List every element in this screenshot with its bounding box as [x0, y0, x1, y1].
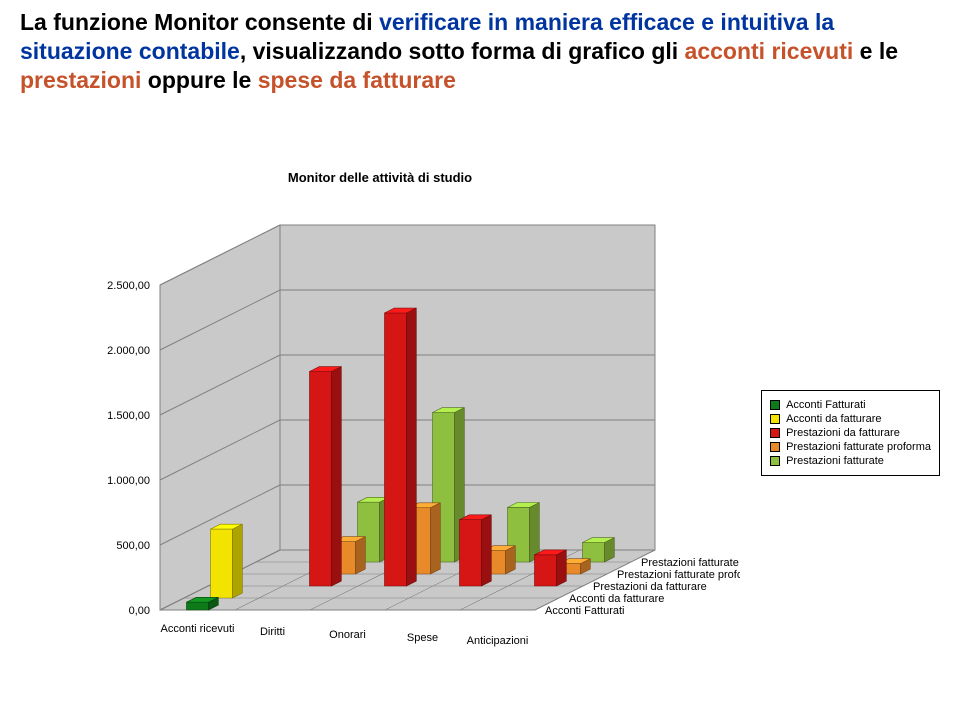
x-axis-label: Diritti — [260, 626, 285, 638]
legend-item: Acconti da fatturare — [770, 413, 931, 425]
heading-highlight-2: acconti ricevuti — [685, 38, 854, 64]
heading-text-4: oppure le — [141, 67, 257, 93]
legend-swatch — [770, 442, 780, 452]
y-axis-label: 1.500,00 — [107, 410, 150, 422]
legend-item: Prestazioni fatturate proforma — [770, 441, 931, 453]
z-axis-label: Prestazioni fatturate proforma — [617, 569, 740, 581]
legend-item: Acconti Fatturati — [770, 399, 931, 411]
legend-swatch — [770, 400, 780, 410]
legend-label: Acconti Fatturati — [786, 399, 865, 411]
y-axis-label: 0,00 — [129, 605, 150, 617]
chart-container: Monitor delle attività di studio 0,00500… — [0, 170, 960, 710]
x-axis-label: Acconti ricevuti — [161, 623, 235, 635]
heading-text-2: , visualizzando sotto forma di grafico g… — [240, 38, 685, 64]
legend-swatch — [770, 456, 780, 466]
heading-text-1: La funzione Monitor consente di — [20, 9, 379, 35]
heading-highlight-4: spese da fatturare — [258, 67, 456, 93]
bar-chart-3d: 0,00 500,00 1.000,00 1.500,00 2.000,00 2.500,… — [10, 180, 740, 700]
y-axis-label: 1.000,00 — [107, 475, 150, 487]
y-axis-label: 2.000,00 — [107, 345, 150, 357]
z-axis-label: Prestazioni da fatturare — [593, 581, 707, 593]
legend-label: Prestazioni fatturate proforma — [786, 441, 931, 453]
x-axis-label: Anticipazioni — [467, 635, 529, 647]
legend-item: Prestazioni da fatturare — [770, 427, 931, 439]
heading-text-3: e le — [853, 38, 898, 64]
legend-swatch — [770, 414, 780, 424]
x-axis-label: Spese — [407, 632, 438, 644]
y-axis-label: 500,00 — [116, 540, 150, 552]
legend-label: Acconti da fatturare — [786, 413, 881, 425]
z-axis-label: Acconti da fatturare — [569, 593, 664, 605]
y-axis-label: 2.500,00 — [107, 280, 150, 292]
z-axis-label: Prestazioni fatturate — [641, 557, 739, 569]
legend-label: Prestazioni da fatturare — [786, 427, 900, 439]
x-axis-label: Onorari — [329, 629, 366, 641]
legend-item: Prestazioni fatturate — [770, 455, 931, 467]
legend-label: Prestazioni fatturate — [786, 455, 884, 467]
page-heading: La funzione Monitor consente di verifica… — [0, 0, 960, 94]
z-axis-label: Acconti Fatturati — [545, 605, 624, 617]
chart-legend: Acconti Fatturati Acconti da fatturare Pre… — [761, 390, 940, 476]
legend-swatch — [770, 428, 780, 438]
heading-highlight-3: prestazioni — [20, 67, 141, 93]
